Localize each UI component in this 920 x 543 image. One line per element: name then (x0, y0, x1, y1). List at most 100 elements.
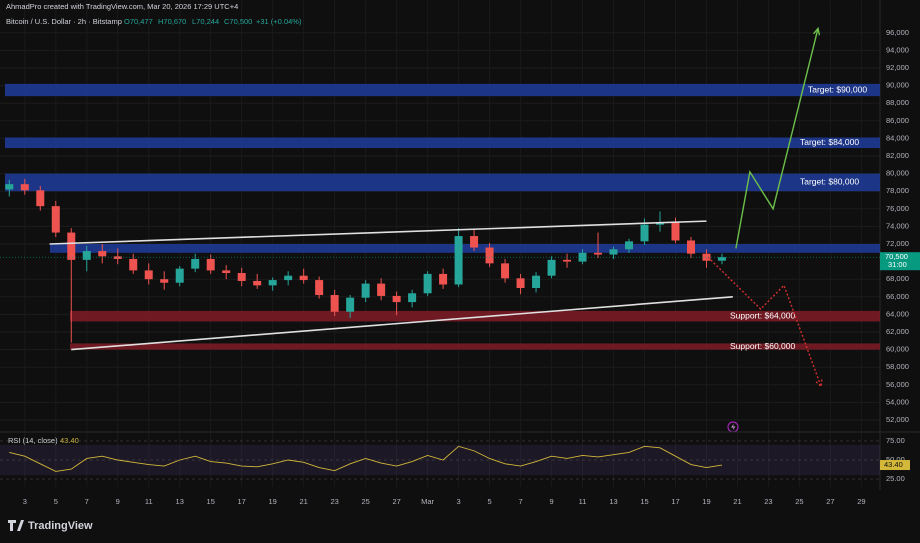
rsi-tick-label: 25.00 (886, 474, 905, 483)
x-tick-label: 25 (361, 497, 369, 506)
y-tick-label: 72,000 (886, 239, 909, 248)
x-tick-label: 17 (238, 497, 246, 506)
x-tick-label: 23 (764, 497, 772, 506)
candle-body (284, 276, 292, 280)
candle-body (610, 249, 618, 254)
candle-body (625, 241, 633, 249)
candle-body (160, 279, 168, 283)
y-tick-label: 52,000 (886, 415, 909, 424)
zone-label: Support: $64,000 (730, 310, 795, 320)
zone-label: Target: $90,000 (808, 84, 867, 94)
brand: TradingView (28, 520, 93, 532)
y-tick-label: 82,000 (886, 151, 909, 160)
candle-body (501, 263, 509, 278)
candle-body (346, 298, 354, 312)
candle-body (269, 280, 277, 285)
y-tick-label: 76,000 (886, 204, 909, 213)
legend-change: +31 (+0.04%) (256, 17, 302, 26)
zone-label: Support: $60,000 (730, 341, 795, 351)
candle-body (300, 276, 308, 280)
candle-body (377, 284, 385, 296)
x-tick-label: 27 (392, 497, 400, 506)
candle-body (114, 256, 122, 259)
y-tick-label: 56,000 (886, 380, 909, 389)
x-tick-label: 3 (457, 497, 461, 506)
rsi-title: RSI (14, close) (8, 436, 58, 445)
candle-body (532, 276, 540, 288)
candle-body (129, 259, 137, 270)
y-tick-label: 58,000 (886, 362, 909, 371)
y-tick-label: 90,000 (886, 81, 909, 90)
candle-body (362, 284, 370, 298)
rsi-badge-label: 43.40 (884, 460, 903, 469)
y-tick-label: 68,000 (886, 274, 909, 283)
candle-body (83, 251, 91, 260)
y-tick-label: 74,000 (886, 221, 909, 230)
x-tick-label: 11 (145, 497, 153, 506)
x-tick-label: 7 (518, 497, 522, 506)
candle-body (718, 257, 726, 261)
x-tick-label: 7 (85, 497, 89, 506)
x-tick-label: 13 (609, 497, 617, 506)
y-tick-label: 84,000 (886, 133, 909, 142)
y-tick-label: 92,000 (886, 63, 909, 72)
candle-body (176, 269, 184, 283)
x-tick-label: 23 (330, 497, 338, 506)
x-tick-label: 3 (23, 497, 27, 506)
x-tick-label: 25 (795, 497, 803, 506)
legend-symbol: Bitcoin / U.S. Dollar · 2h · Bitstamp (6, 17, 122, 26)
candle-body (486, 248, 494, 264)
candle-body (207, 259, 215, 270)
x-tick-label: 19 (269, 497, 277, 506)
x-tick-label: 5 (487, 497, 491, 506)
y-tick-label: 54,000 (886, 397, 909, 406)
last-price-countdown: 31:00 (888, 260, 907, 269)
x-tick-label: 21 (299, 497, 307, 506)
candle-body (98, 251, 106, 256)
candle-body (455, 236, 463, 284)
candle-body (517, 278, 525, 288)
candle-body (594, 253, 602, 255)
candle-body (424, 274, 432, 293)
candle-body (36, 190, 44, 206)
zone-label: Target: $84,000 (800, 137, 859, 147)
candle-body (67, 233, 75, 260)
candle-body (331, 295, 339, 312)
x-tick-label: 27 (826, 497, 834, 506)
x-tick-label: 15 (207, 497, 215, 506)
candle-body (21, 184, 29, 190)
y-tick-label: 96,000 (886, 28, 909, 37)
credit: AhmadPro created with TradingView.com, M… (6, 2, 238, 11)
y-tick-label: 88,000 (886, 98, 909, 107)
y-tick-label: 78,000 (886, 186, 909, 195)
candle-body (222, 270, 230, 273)
x-tick-label: 11 (579, 497, 587, 506)
rsi-tick-label: 75.00 (886, 436, 905, 445)
candle-body (393, 296, 401, 302)
y-tick-label: 94,000 (886, 45, 909, 54)
candle-body (641, 225, 649, 242)
y-tick-label: 66,000 (886, 292, 909, 301)
candle-body (145, 270, 153, 279)
y-tick-label: 86,000 (886, 116, 909, 125)
candle-body (408, 293, 416, 302)
x-tick-label: 15 (640, 497, 648, 506)
zone (50, 244, 880, 253)
x-tick-label: Mar (421, 497, 434, 506)
x-tick-label: 9 (116, 497, 120, 506)
x-tick-label: 19 (702, 497, 710, 506)
candle-body (253, 281, 261, 285)
x-tick-label: 9 (549, 497, 553, 506)
candle-body (470, 236, 478, 247)
candle-body (563, 260, 571, 262)
candle-body (439, 274, 447, 285)
candle-body (687, 240, 695, 253)
candle-body (315, 280, 323, 295)
legend-close: C70,500 (224, 17, 252, 26)
zone-label: Target: $80,000 (800, 177, 859, 187)
legend-open: O70,477 (124, 17, 153, 26)
y-tick-label: 60,000 (886, 345, 909, 354)
candle-body (548, 260, 556, 276)
zone (5, 138, 880, 149)
